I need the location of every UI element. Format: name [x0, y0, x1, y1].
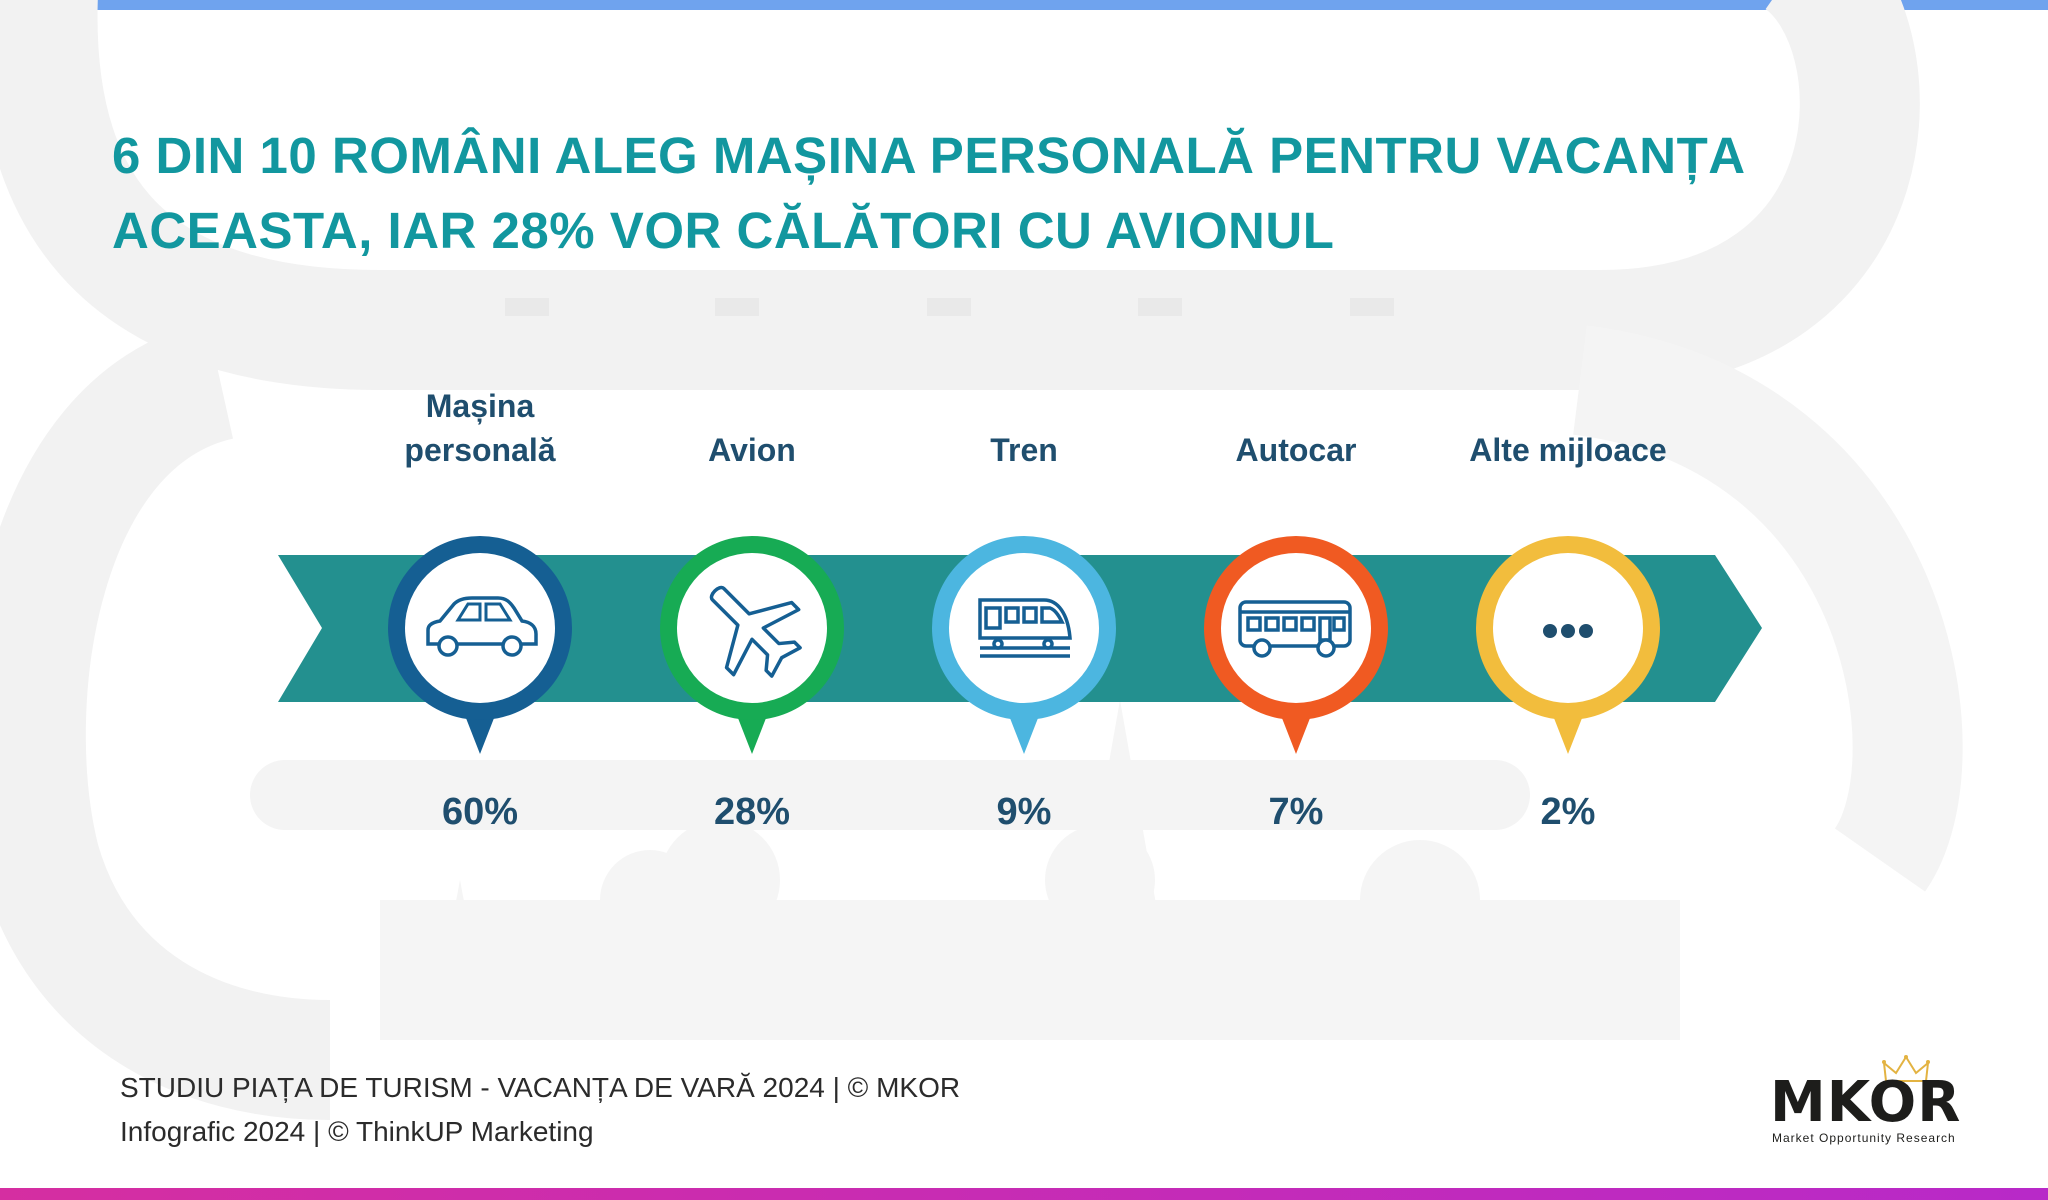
value-label-tren: 9%: [996, 791, 1052, 833]
category-label-line: Autocar: [1235, 432, 1357, 468]
crown-icon: [1882, 1055, 1930, 1082]
marker-pointer: [1552, 713, 1584, 754]
car-icon: [426, 596, 538, 657]
marker-center: [405, 553, 555, 703]
marker-group: [388, 536, 1660, 754]
title-line-1: 6 DIN 10 ROMÂNI ALEG MAȘINA PERSONALĂ PE…: [112, 127, 1746, 184]
marker-avion: [660, 536, 844, 754]
title-line-2: ACEASTA, IAR 28% VOR CĂLĂTORI CU AVIONUL: [112, 202, 1335, 259]
marker-pointer: [464, 713, 496, 754]
page-title: 6 DIN 10 ROMÂNI ALEG MAȘINA PERSONALĂ PE…: [112, 118, 1972, 268]
logo-wordmark: MKOR: [1770, 1070, 1962, 1135]
value-label-avion: 28%: [713, 791, 791, 833]
top-accent-bar: [0, 0, 2048, 10]
airplane-icon: [709, 585, 802, 678]
category-label-masina-personala: Mașina personală: [350, 384, 610, 472]
footer-study-credit: STUDIU PIAȚA DE TURISM - VACANȚA DE VARĂ…: [120, 1072, 961, 1103]
marker-tren: [932, 536, 1116, 754]
category-label-autocar: Autocar: [1166, 428, 1426, 472]
marker-center: [677, 553, 827, 703]
marker-autocar: [1204, 536, 1388, 754]
train-icon: [978, 598, 1072, 658]
category-label-line: Avion: [708, 432, 796, 468]
logo-tagline: Market Opportunity Research: [1772, 1131, 1956, 1145]
marker-pointer: [736, 713, 768, 754]
footer-infographic-credit: Infografic 2024 | © ThinkUP Marketing: [120, 1116, 594, 1147]
marker-masina-personala: [388, 536, 572, 754]
category-label-avion: Avion: [622, 428, 882, 472]
mkor-logo: MKOR Market Opportunity Research: [1770, 1055, 2000, 1155]
marker-pointer: [1008, 713, 1040, 754]
marker-pointer: [1280, 713, 1312, 754]
category-label-line: Alte mijloace: [1469, 432, 1667, 468]
marker-alte-mijloace: [1476, 536, 1660, 754]
category-label-line: Tren: [990, 432, 1058, 468]
more-dots-icon: [1543, 624, 1593, 638]
category-label-line: personală: [404, 432, 556, 468]
category-label-line: Mașina: [425, 388, 535, 424]
category-label-tren: Tren: [894, 428, 1154, 472]
value-label-alte-mijloace: 2%: [1540, 791, 1596, 833]
bottom-accent-bar: [0, 1188, 2048, 1200]
value-label-autocar: 7%: [1268, 791, 1324, 833]
category-label-alte-mijloace: Alte mijloace: [1438, 428, 1698, 472]
marker-center: [949, 553, 1099, 703]
value-label-masina-personala: 60%: [441, 791, 519, 833]
bus-icon: [1238, 600, 1352, 658]
